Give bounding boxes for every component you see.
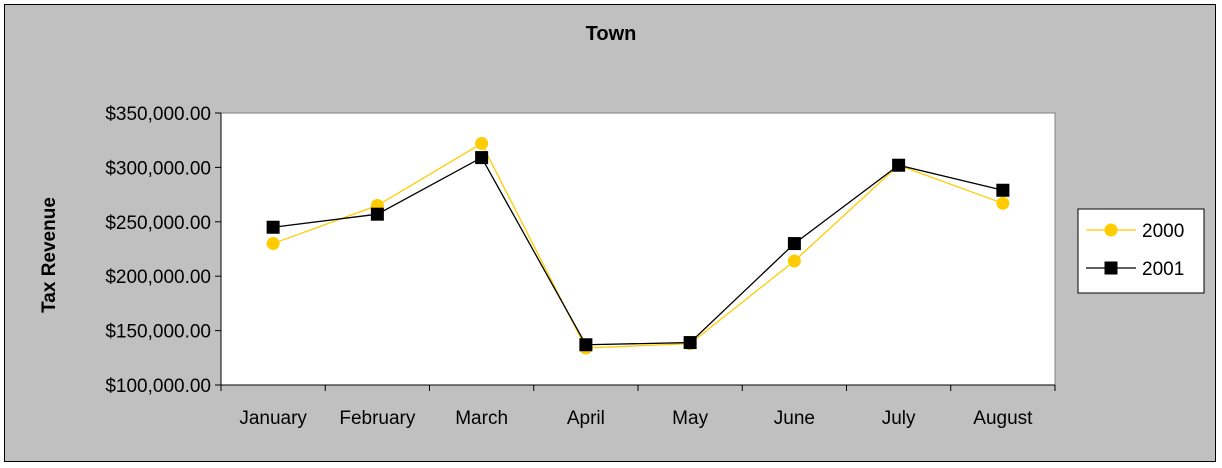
y-tick-label: $200,000.00 bbox=[105, 267, 211, 288]
x-tick-label: July bbox=[882, 408, 916, 429]
legend-box bbox=[1077, 208, 1205, 294]
legend-marker bbox=[1104, 223, 1118, 237]
data-point bbox=[475, 136, 489, 150]
data-point bbox=[996, 183, 1010, 197]
y-tick-label: $250,000.00 bbox=[105, 213, 211, 234]
x-tick-label: February bbox=[339, 408, 416, 429]
data-point bbox=[370, 207, 384, 221]
legend-label: 2001 bbox=[1142, 259, 1184, 280]
data-point bbox=[996, 196, 1010, 210]
legend: 2000 2001 bbox=[1077, 208, 1205, 294]
plot-area bbox=[220, 112, 1056, 386]
data-point bbox=[475, 151, 489, 165]
x-tick-label: April bbox=[567, 408, 605, 429]
legend-marker bbox=[1104, 261, 1118, 275]
y-tick-label: $100,000.00 bbox=[105, 376, 211, 397]
series-line bbox=[273, 156, 1004, 346]
legend-item: 2001 bbox=[1086, 259, 1184, 280]
x-tick-label: January bbox=[239, 408, 307, 429]
x-tick-label: August bbox=[973, 408, 1033, 429]
series-2001 bbox=[266, 151, 1010, 352]
x-tick-label: March bbox=[455, 408, 508, 429]
data-point bbox=[579, 338, 593, 352]
y-tick-label: $300,000.00 bbox=[105, 158, 211, 179]
data-point bbox=[266, 220, 280, 234]
chart-title: Town bbox=[586, 23, 637, 45]
y-tick-label: $350,000.00 bbox=[105, 104, 211, 125]
chart-frame: Town Tax Revenue $100,000.00 $150,000.00 $… bbox=[4, 4, 1216, 462]
x-tick-label: May bbox=[672, 408, 708, 429]
data-point bbox=[892, 158, 906, 172]
y-axis-title: Tax Revenue bbox=[39, 197, 60, 313]
data-point bbox=[266, 237, 280, 251]
y-tick-label: $150,000.00 bbox=[105, 322, 211, 343]
x-tick-label: June bbox=[774, 408, 815, 429]
line-chart: Town Tax Revenue $100,000.00 $150,000.00 $… bbox=[39, 23, 1205, 429]
legend-label: 2000 bbox=[1142, 221, 1184, 242]
data-point bbox=[787, 237, 801, 251]
series-line bbox=[272, 142, 1004, 349]
data-point bbox=[683, 336, 697, 350]
legend-item: 2000 bbox=[1086, 221, 1184, 242]
data-point bbox=[787, 254, 801, 268]
